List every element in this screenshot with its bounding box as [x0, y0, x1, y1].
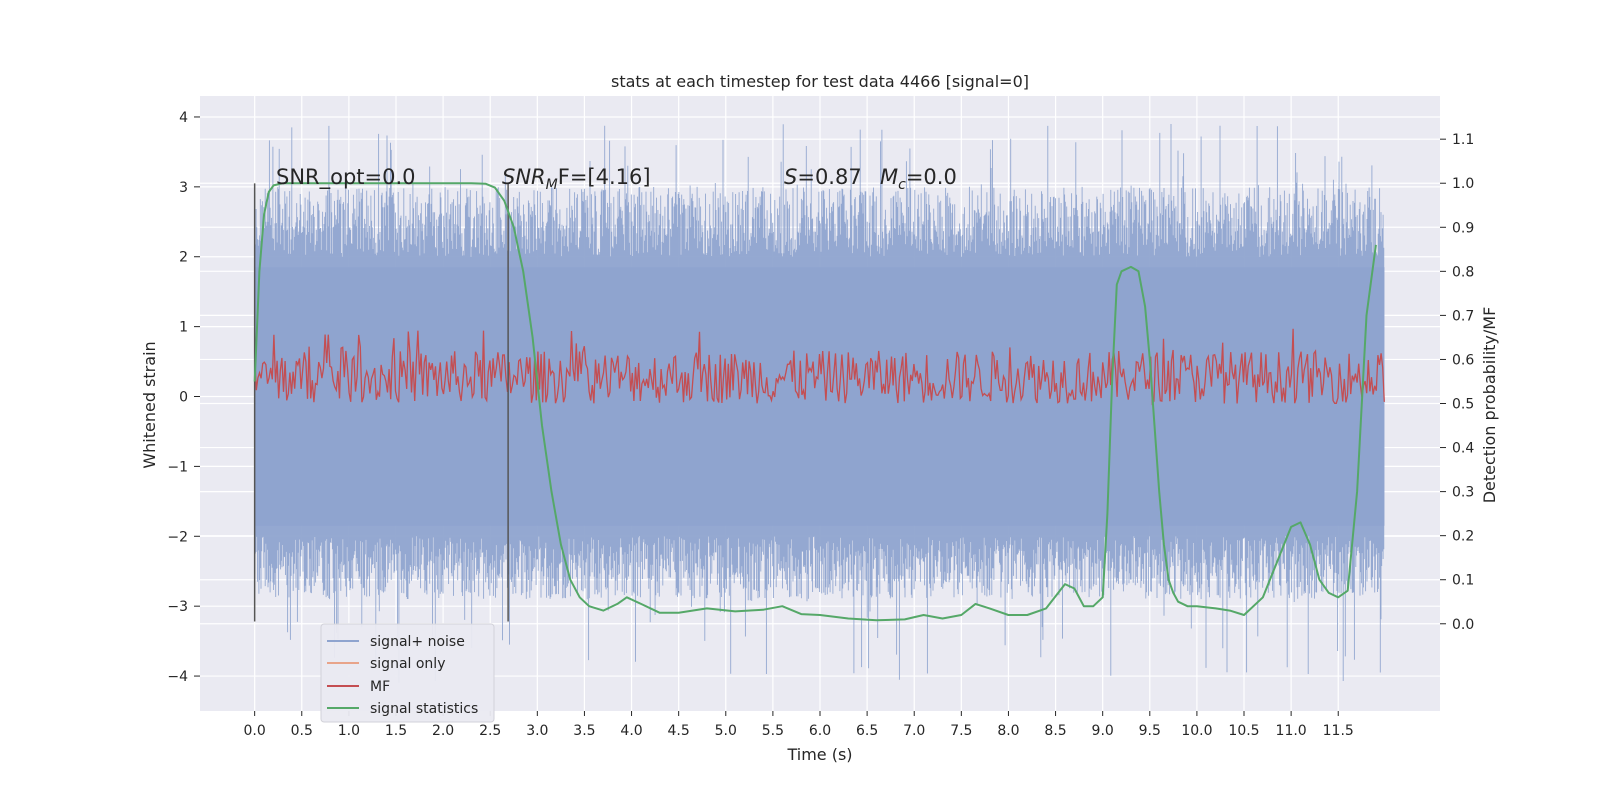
y-right-tick-label: 1.0 [1452, 176, 1474, 192]
y-right-tick-label: 0.4 [1452, 441, 1474, 457]
x-tick-label: 8.0 [997, 723, 1019, 739]
x-axis-label: Time (s) [786, 745, 852, 764]
legend: signal+ noise signal only MF signal stat… [320, 623, 495, 723]
s-main: S [784, 165, 797, 189]
x-tick-label: 9.5 [1139, 723, 1161, 739]
y-right-tick-label: 0.5 [1452, 397, 1474, 413]
x-tick-label: 3.5 [573, 723, 595, 739]
y-right-tick-label: 0.7 [1452, 308, 1474, 324]
x-tick-label: 5.5 [762, 723, 784, 739]
y-right-tick-labels: 0.0 0.1 0.2 0.3 0.4 0.5 0.6 0.7 0.8 0.9 1.0 1.1 [1440, 132, 1474, 633]
snr-mf-sub: M [546, 177, 558, 193]
x-tick-label: 11.0 [1276, 723, 1307, 739]
y-axis-label-right: Detection probability/MF [1480, 307, 1499, 504]
y-left-tick-label: −1 [167, 459, 188, 475]
annotation-mc: Mc=0.0 [880, 165, 957, 193]
y-left-tick-label: 0 [179, 390, 188, 406]
mc-sub: c [898, 177, 906, 193]
x-tick-label: 7.0 [903, 723, 925, 739]
signal-statistics-line [253, 182, 1377, 622]
y-right-tick-label: 0.1 [1452, 573, 1474, 589]
x-tick-labels: 0.0 0.5 1.0 1.5 2.0 2.5 3.0 3.5 4.0 4.5 5.0 5.5 6.0 6… [244, 711, 1354, 739]
legend-label-noise: signal+ noise [370, 634, 465, 650]
y-left-tick-label: 1 [179, 320, 188, 336]
chart-title: stats at each timestep for test data 446… [611, 72, 1029, 91]
y-left-tick-label: 2 [179, 250, 188, 266]
y-left-tick-label: −4 [167, 669, 188, 685]
x-tick-label: 2.0 [432, 723, 454, 739]
x-tick-label: 10.0 [1181, 723, 1212, 739]
x-tick-label: 10.5 [1228, 723, 1259, 739]
x-tick-label: 3.0 [526, 723, 548, 739]
y-left-tick-label: 4 [179, 110, 188, 126]
x-tick-label: 4.5 [668, 723, 690, 739]
x-tick-label: 8.5 [1044, 723, 1066, 739]
s-rest: =0.87 [797, 165, 861, 189]
y-left-tick-label: −2 [167, 529, 188, 545]
annotation-snr-opt: SNR_opt=0.0 [276, 165, 416, 190]
legend-label-mf: MF [370, 679, 390, 695]
snr-mf-main: SNR [502, 165, 546, 189]
signal-statistics-series [253, 182, 1377, 622]
x-tick-label: 6.0 [809, 723, 831, 739]
x-tick-label: 6.5 [856, 723, 878, 739]
x-tick-label: 2.5 [479, 723, 501, 739]
y-left-tick-label: −3 [167, 599, 188, 615]
y-right-tick-label: 0.8 [1452, 264, 1474, 280]
legend-label-signal-statistics: signal statistics [370, 701, 478, 717]
annotation-s: S=0.87 [784, 165, 862, 189]
x-tick-label: 9.0 [1092, 723, 1114, 739]
x-tick-label: 4.0 [620, 723, 642, 739]
x-tick-label: 7.5 [950, 723, 972, 739]
vertical-markers [253, 183, 509, 622]
y-right-tick-label: 0.0 [1452, 617, 1474, 633]
x-tick-label: 1.5 [385, 723, 407, 739]
legend-label-signal-only: signal only [370, 656, 445, 672]
y-right-tick-label: 0.2 [1452, 529, 1474, 545]
y-right-tick-label: 1.1 [1452, 132, 1474, 148]
mc-main: M [880, 165, 898, 189]
x-tick-label: 5.0 [715, 723, 737, 739]
x-tick-label: 1.0 [338, 723, 360, 739]
y-right-tick-label: 0.9 [1452, 220, 1474, 236]
x-tick-label: 11.5 [1323, 723, 1354, 739]
y-right-tick-label: 0.3 [1452, 485, 1474, 501]
y-right-tick-label: 0.6 [1452, 352, 1474, 368]
y-axis-label-left: Whitened strain [140, 341, 159, 468]
mf-trace [254, 328, 1385, 406]
y-left-tick-label: 3 [179, 180, 188, 196]
mf-series [254, 328, 1385, 406]
x-tick-label: 0.0 [244, 723, 266, 739]
x-tick-label: 0.5 [291, 723, 313, 739]
legend-box [320, 623, 495, 723]
y-left-tick-labels: −4 −3 −2 −1 0 1 2 3 4 [167, 110, 200, 685]
snr-mf-rest: F=[4.16] [558, 165, 651, 189]
noise-core [254, 267, 1385, 526]
mc-rest: =0.0 [906, 165, 957, 189]
annotation-snr-mf: SNRMF=[4.16] [502, 165, 651, 193]
